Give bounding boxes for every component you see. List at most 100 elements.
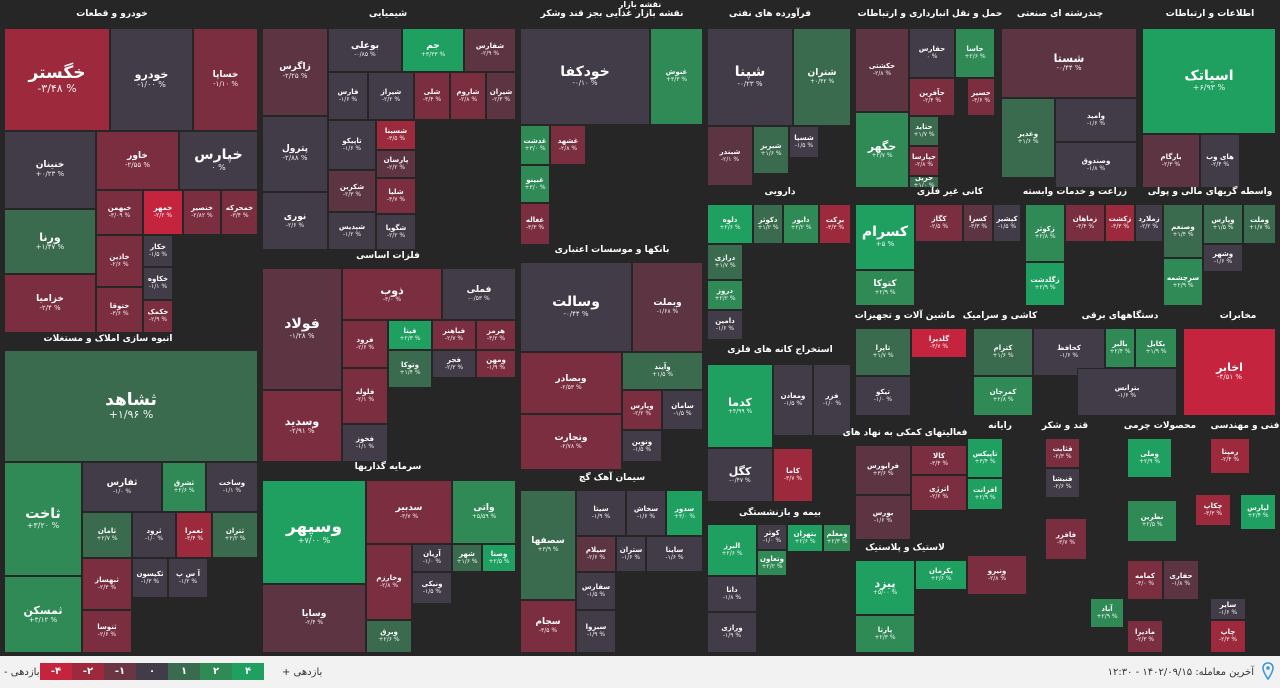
stock-tile[interactable]: خپارس ۰ % bbox=[179, 131, 258, 190]
stock-tile[interactable]: خاذین -۲/۶ % bbox=[96, 235, 143, 287]
stock-tile[interactable]: حاسا +۲/۶ % bbox=[955, 28, 995, 78]
stock-tile[interactable]: سخاش -۱/۶ % bbox=[626, 490, 666, 536]
stock-tile[interactable]: پیزد +۵/۰۰ % bbox=[855, 560, 915, 615]
stock-tile[interactable]: سایر -۱/۶ % bbox=[1210, 598, 1246, 620]
stock-tile[interactable]: ومهن -۱/۹ % bbox=[476, 350, 516, 378]
stock-tile[interactable]: وملی +۲/۹ % bbox=[1127, 438, 1172, 478]
stock-tile[interactable]: بارگام -۲/۳ % bbox=[1142, 134, 1200, 188]
stock-tile[interactable]: هرمز -۳/۲ % bbox=[476, 320, 516, 350]
stock-tile[interactable]: فیتا +۲/۳ % bbox=[388, 320, 432, 350]
stock-tile[interactable]: حتاید +۱/۷ % bbox=[909, 116, 939, 146]
stock-tile[interactable]: سجام -۳/۵ % bbox=[520, 600, 576, 653]
stock-tile[interactable]: برکت -۳/۳ % bbox=[819, 204, 851, 244]
stock-tile[interactable]: وساخت -۱/۱ % bbox=[206, 462, 258, 512]
stock-tile[interactable]: بتهران +۲/۶ % bbox=[787, 524, 823, 552]
stock-tile[interactable]: شبندر -۲/۱ % bbox=[707, 126, 753, 186]
stock-tile[interactable]: قثابت -۲/۳ % bbox=[1045, 438, 1080, 468]
stock-tile[interactable]: فملی -۰/۵۳ % bbox=[442, 268, 516, 320]
stock-tile[interactable]: شبریز +۱/۶ % bbox=[753, 126, 789, 174]
stock-tile[interactable]: غبینو +۳/۰ % bbox=[520, 165, 550, 203]
stock-tile[interactable]: سیتا -۱/۹ % bbox=[576, 490, 626, 536]
stock-tile[interactable]: وامید -۱/۶ % bbox=[1055, 98, 1137, 142]
stock-tile[interactable]: شستا -۰/۴۴ % bbox=[1001, 28, 1137, 98]
stock-tile[interactable]: غغاله -۳/۳ % bbox=[520, 203, 550, 245]
stock-tile[interactable]: خزامیا -۲/۴ % bbox=[4, 274, 96, 333]
stock-tile[interactable]: ستران -۱/۶ % bbox=[616, 536, 646, 572]
stock-tile[interactable]: وسدید -۲/۹۱ % bbox=[262, 390, 342, 462]
stock-tile[interactable]: ساینا -۱/۶ % bbox=[646, 536, 703, 572]
stock-tile[interactable]: وتوکا +۱/۴ % bbox=[388, 350, 432, 388]
stock-tile[interactable]: کاما -۳/۷ % bbox=[773, 448, 813, 502]
stock-tile[interactable]: فولاد -۱/۲۸ % bbox=[262, 268, 342, 390]
stock-tile[interactable]: ثمسکن +۳/۱۲ % bbox=[4, 576, 82, 653]
stock-tile[interactable]: ثامان +۲/۷ % bbox=[82, 512, 132, 558]
stock-tile[interactable]: آریان -۱/۰ % bbox=[412, 544, 452, 572]
stock-tile[interactable]: ثعمرا -۳/۴ % bbox=[176, 512, 212, 558]
stock-tile[interactable]: مادیرا -۲/۳ % bbox=[1127, 620, 1163, 653]
stock-tile[interactable]: تاپیکو -۱/۶ % bbox=[328, 120, 376, 170]
stock-tile[interactable]: وصنا +۲/۵ % bbox=[482, 544, 516, 572]
stock-tile[interactable]: کترام +۱/۶ % bbox=[973, 328, 1033, 376]
stock-tile[interactable]: بالبر +۲/۴ % bbox=[1105, 328, 1135, 368]
stock-tile[interactable]: شگویا -۲/۲ % bbox=[376, 214, 416, 250]
stock-tile[interactable]: ثشاهد +۱/۹۶ % bbox=[4, 350, 258, 462]
stock-tile[interactable]: تیکو -۱/۰ % bbox=[855, 376, 911, 416]
stock-tile[interactable]: سفارس -۱/۵ % bbox=[576, 572, 616, 610]
stock-tile[interactable]: کپشیر -۱/۵ % bbox=[993, 204, 1021, 242]
stock-tile[interactable]: ثشرق +۲/۶ % bbox=[162, 462, 206, 512]
stock-tile[interactable]: شلی -۳/۴ % bbox=[414, 72, 450, 120]
stock-tile[interactable]: فارس -۱/۶ % bbox=[328, 72, 368, 120]
stock-tile[interactable]: بورس -۱/۶ % bbox=[855, 495, 911, 540]
stock-tile[interactable]: فرابورس +۳/۶ % bbox=[855, 445, 911, 495]
stock-tile[interactable]: خبهمن -۳/۰۹ % bbox=[96, 190, 143, 235]
stock-tile[interactable]: های وب -۲/۴ % bbox=[1200, 134, 1240, 188]
stock-tile[interactable]: شفارس -۲/۹ % bbox=[464, 28, 516, 72]
stock-tile[interactable]: لپارس +۲/۴ % bbox=[1240, 494, 1276, 530]
stock-tile[interactable]: وپارس -۲/۲ % bbox=[622, 390, 662, 430]
location-pin-icon[interactable] bbox=[1262, 662, 1274, 680]
stock-tile[interactable]: وپارس +۱/۵ % bbox=[1203, 204, 1243, 244]
stock-tile[interactable]: افرانت +۲/۹ % bbox=[967, 478, 1003, 510]
stock-tile[interactable]: زکوثر +۲/۸ % bbox=[1025, 204, 1065, 262]
stock-tile[interactable]: بکابل +۱/۹ % bbox=[1135, 328, 1177, 368]
stock-tile[interactable]: دلوه +۲/۶ % bbox=[707, 204, 753, 244]
stock-tile[interactable]: ونیکی -۱/۵ % bbox=[412, 572, 452, 604]
stock-tile[interactable]: شتران +۰/۴۲ % bbox=[793, 28, 851, 126]
stock-tile[interactable]: سیلام -۲/۶ % bbox=[576, 536, 616, 572]
stock-tile[interactable]: شیراز -۲/۲ % bbox=[368, 72, 414, 120]
stock-tile[interactable]: ثاخت +۳/۲۰ % bbox=[4, 462, 82, 576]
legend-swatch[interactable]: -۲ bbox=[72, 663, 104, 680]
legend-swatch[interactable]: -۱ bbox=[104, 663, 136, 680]
stock-tile[interactable]: وخارزم -۲/۸ % bbox=[366, 544, 412, 620]
stock-tile[interactable]: دکوثر +۱/۲ % bbox=[753, 204, 783, 244]
stock-tile[interactable]: وبصادر -۲/۵۳ % bbox=[520, 352, 622, 414]
stock-tile[interactable]: فافزر -۳/۷ % bbox=[1045, 518, 1087, 560]
stock-tile[interactable]: زملارد -۲/۲ % bbox=[1135, 204, 1163, 242]
stock-tile[interactable]: نوری -۲/۶ % bbox=[262, 192, 328, 250]
stock-tile[interactable]: آباد +۲/۹ % bbox=[1090, 598, 1124, 628]
stock-tile[interactable]: البرز +۲/۶ % bbox=[707, 524, 757, 576]
stock-tile[interactable]: حریل +۱/۰ % bbox=[909, 176, 939, 188]
stock-tile[interactable]: فرود -۲/۶ % bbox=[342, 320, 388, 368]
stock-tile[interactable]: غدشت +۳/۰ % bbox=[520, 125, 550, 165]
stock-tile[interactable]: شسپا -۱/۵ % bbox=[789, 126, 819, 158]
stock-tile[interactable]: فزر -۱/۰ % bbox=[813, 364, 851, 436]
stock-tile[interactable]: وصنعم +۱/۴ % bbox=[1163, 204, 1203, 258]
stock-tile[interactable]: خودرو -۱/۰۰ % bbox=[110, 28, 193, 131]
stock-tile[interactable]: درازی +۱/۷ % bbox=[707, 244, 743, 280]
stock-tile[interactable]: خمهر -۲/۲ % bbox=[143, 190, 183, 235]
stock-tile[interactable]: ومعلم +۲/۳ % bbox=[823, 524, 851, 552]
stock-tile[interactable]: وسپهر +۷/۰۰ % bbox=[262, 480, 366, 584]
stock-tile[interactable]: بترانس -۱/۶ % bbox=[1077, 368, 1177, 416]
legend-swatch[interactable]: ۲ bbox=[200, 663, 232, 680]
stock-tile[interactable]: وشهر -۱/۶ % bbox=[1203, 244, 1243, 272]
stock-tile[interactable]: خگستر -۳/۴۸ % bbox=[4, 28, 110, 131]
stock-tile[interactable]: واتی +۵/۵۹ % bbox=[452, 480, 516, 544]
stock-tile[interactable]: حپارسا -۲/۸ % bbox=[909, 146, 939, 176]
stock-tile[interactable]: کگاز -۲/۵ % bbox=[915, 204, 963, 242]
stock-tile[interactable]: حسیر -۳/۶ % bbox=[967, 78, 995, 116]
stock-tile[interactable]: وملت +۱/۷ % bbox=[1243, 204, 1276, 244]
stock-tile[interactable]: سدبیر -۳/۷ % bbox=[366, 480, 452, 544]
stock-tile[interactable]: کتوکا +۲/۹ % bbox=[855, 270, 915, 306]
stock-tile[interactable]: ومعادن -۱/۵ % bbox=[773, 364, 813, 436]
